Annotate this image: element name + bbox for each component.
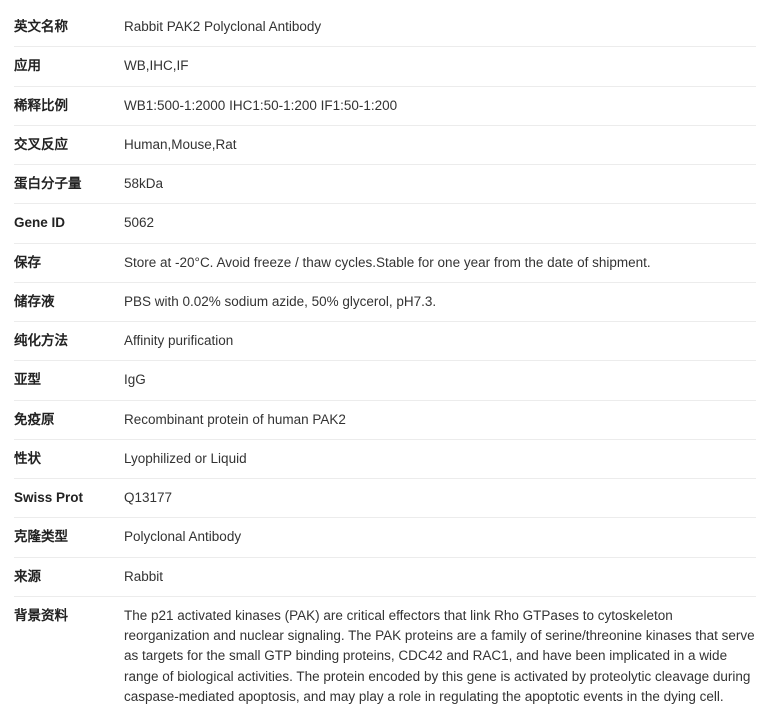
spec-table: 英文名称 Rabbit PAK2 Polyclonal Antibody 应用 …	[14, 8, 756, 716]
row-value: Human,Mouse,Rat	[124, 135, 756, 155]
row-value: Affinity purification	[124, 331, 756, 351]
row-label: 来源	[14, 567, 124, 587]
row-label: 应用	[14, 56, 124, 76]
row-value: Lyophilized or Liquid	[124, 449, 756, 469]
row-label: Swiss Prot	[14, 488, 124, 508]
row-value: Q13177	[124, 488, 756, 508]
row-value: Recombinant protein of human PAK2	[124, 410, 756, 430]
row-label: 背景资料	[14, 606, 124, 707]
table-row: 蛋白分子量 58kDa	[14, 165, 756, 204]
row-value: 58kDa	[124, 174, 756, 194]
row-label: 纯化方法	[14, 331, 124, 351]
table-row: 应用 WB,IHC,IF	[14, 47, 756, 86]
row-label: 性状	[14, 449, 124, 469]
row-value: Polyclonal Antibody	[124, 527, 756, 547]
table-row: 交叉反应 Human,Mouse,Rat	[14, 126, 756, 165]
table-row: 亚型 IgG	[14, 361, 756, 400]
row-label: 储存液	[14, 292, 124, 312]
row-value: 5062	[124, 213, 756, 233]
table-row: 储存液 PBS with 0.02% sodium azide, 50% gly…	[14, 283, 756, 322]
table-row: 来源 Rabbit	[14, 558, 756, 597]
row-label: 交叉反应	[14, 135, 124, 155]
row-value: Rabbit PAK2 Polyclonal Antibody	[124, 17, 756, 37]
row-value: WB1:500-1:2000 IHC1:50-1:200 IF1:50-1:20…	[124, 96, 756, 116]
table-row: 英文名称 Rabbit PAK2 Polyclonal Antibody	[14, 8, 756, 47]
row-label: Gene ID	[14, 213, 124, 233]
row-value: PBS with 0.02% sodium azide, 50% glycero…	[124, 292, 756, 312]
row-value: Rabbit	[124, 567, 756, 587]
table-row: 背景资料 The p21 activated kinases (PAK) are…	[14, 597, 756, 716]
row-value: IgG	[124, 370, 756, 390]
table-row: Swiss Prot Q13177	[14, 479, 756, 518]
table-row: 保存 Store at -20°C. Avoid freeze / thaw c…	[14, 244, 756, 283]
row-label: 克隆类型	[14, 527, 124, 547]
row-label: 英文名称	[14, 17, 124, 37]
row-label: 保存	[14, 253, 124, 273]
table-row: 免疫原 Recombinant protein of human PAK2	[14, 401, 756, 440]
table-row: 克隆类型 Polyclonal Antibody	[14, 518, 756, 557]
table-row: 稀释比例 WB1:500-1:2000 IHC1:50-1:200 IF1:50…	[14, 87, 756, 126]
table-row: Gene ID 5062	[14, 204, 756, 243]
row-value: WB,IHC,IF	[124, 56, 756, 76]
row-value: Store at -20°C. Avoid freeze / thaw cycl…	[124, 253, 756, 273]
row-label: 亚型	[14, 370, 124, 390]
row-value: The p21 activated kinases (PAK) are crit…	[124, 606, 756, 707]
row-label: 免疫原	[14, 410, 124, 430]
row-label: 蛋白分子量	[14, 174, 124, 194]
row-label: 稀释比例	[14, 96, 124, 116]
table-row: 性状 Lyophilized or Liquid	[14, 440, 756, 479]
table-row: 纯化方法 Affinity purification	[14, 322, 756, 361]
